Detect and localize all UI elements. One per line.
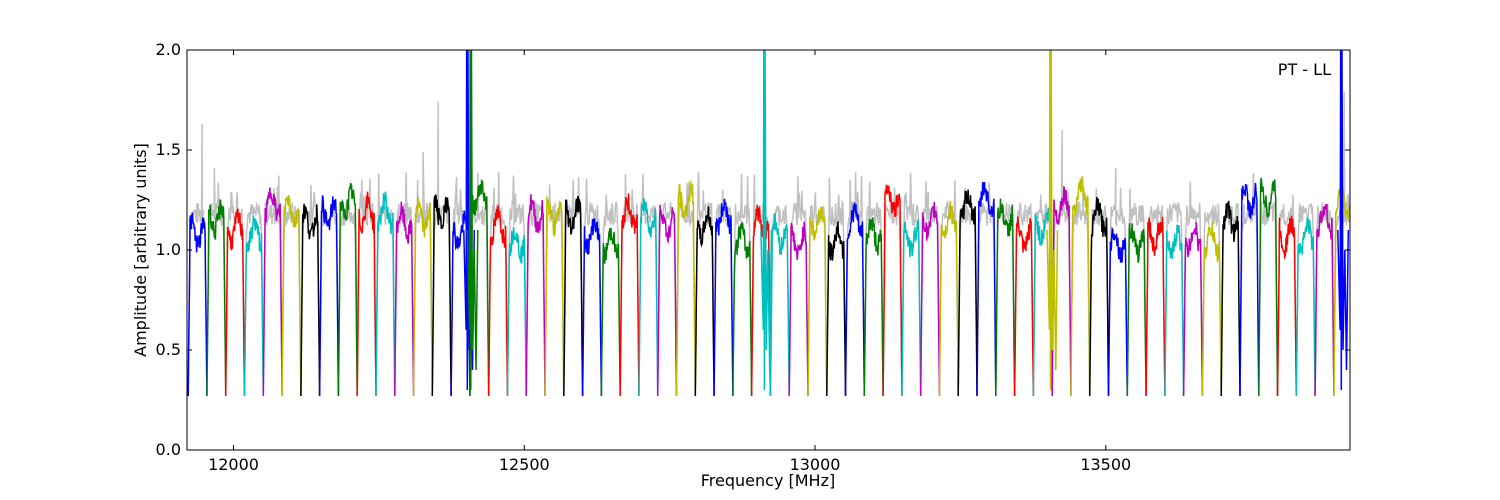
channel-trace <box>1201 220 1222 397</box>
plot-traces <box>187 50 1350 397</box>
channel-trace <box>224 208 246 397</box>
channel-trace <box>544 196 565 397</box>
x-tick-label: 13500 <box>1080 455 1131 474</box>
channel-trace <box>1220 200 1241 397</box>
x-tick-label: 12000 <box>208 455 259 474</box>
channel-trace <box>995 198 1016 397</box>
axis-ticks: 12000 12500 13000 13500 0.0 0.5 1.0 1.5 2.0 <box>156 40 1350 474</box>
channel-trace <box>826 220 847 397</box>
channel-trace <box>656 204 678 397</box>
channel-trace <box>1088 196 1110 397</box>
spur-trace <box>1046 50 1059 391</box>
y-tick-label: 0.0 <box>156 440 181 459</box>
channel-trace <box>675 180 697 397</box>
channel-trace <box>957 189 978 397</box>
channel-trace <box>863 217 884 397</box>
y-tick-label: 0.5 <box>156 340 181 359</box>
plot-annotation: PT - LL <box>1278 60 1331 79</box>
channel-trace <box>807 206 828 397</box>
channel-trace <box>1107 226 1129 397</box>
channel-trace <box>1258 177 1279 397</box>
channel-trace <box>976 181 997 397</box>
channel-trace <box>300 203 321 397</box>
channel-trace <box>1239 182 1260 397</box>
channel-trace <box>187 212 208 397</box>
channel-trace <box>1182 222 1204 397</box>
channel-trace <box>788 221 809 397</box>
channel-trace <box>318 195 340 397</box>
channel-trace <box>563 195 584 397</box>
channel-trace <box>1145 216 1166 397</box>
y-tick-label: 1.0 <box>156 240 181 259</box>
y-tick-label: 1.5 <box>156 140 181 159</box>
x-tick-label: 12500 <box>499 455 550 474</box>
channel-trace <box>412 196 434 397</box>
channel-trace <box>769 212 790 397</box>
y-axis-title: Amplitude [arbitrary units] <box>131 143 150 357</box>
channel-trace <box>938 200 959 397</box>
channel-trace <box>750 204 772 397</box>
channel-trace <box>901 218 922 397</box>
channel-trace <box>1276 215 1298 397</box>
channel-trace <box>732 220 753 397</box>
channel-trace <box>1126 223 1147 397</box>
channel-trace <box>600 227 621 397</box>
channel-trace <box>1164 224 1185 397</box>
channel-trace <box>638 198 659 397</box>
channel-trace <box>487 203 509 397</box>
channel-trace <box>243 215 265 397</box>
channel-trace <box>694 206 715 397</box>
channel-trace <box>262 187 283 397</box>
channel-trace <box>844 202 866 397</box>
channel-trace <box>619 193 640 397</box>
channel-trace <box>1295 217 1316 397</box>
channel-trace <box>1013 216 1035 397</box>
spur-trace <box>1337 50 1350 391</box>
channel-trace <box>1051 185 1072 397</box>
channel-trace <box>506 226 527 397</box>
channel-trace <box>882 183 903 397</box>
channel-trace <box>1070 176 1091 397</box>
channel-trace <box>713 198 734 397</box>
channel-trace <box>356 191 377 397</box>
channel-trace <box>581 217 603 397</box>
channel-trace <box>525 194 546 397</box>
channel-trace <box>375 191 396 397</box>
channel-trace <box>337 182 358 397</box>
channel-trace <box>1314 203 1335 397</box>
channel-trace <box>394 201 415 397</box>
channel-trace <box>469 179 490 397</box>
y-tick-label: 2.0 <box>156 40 181 59</box>
x-axis-title: Frequency [MHz] <box>701 471 835 490</box>
spur-trace <box>466 50 479 391</box>
x-tick-label: 13000 <box>790 455 841 474</box>
channel-trace <box>281 195 302 397</box>
channel-trace <box>431 194 452 397</box>
channel-trace <box>206 198 227 397</box>
spur-trace <box>760 50 773 391</box>
channel-trace <box>919 201 941 397</box>
